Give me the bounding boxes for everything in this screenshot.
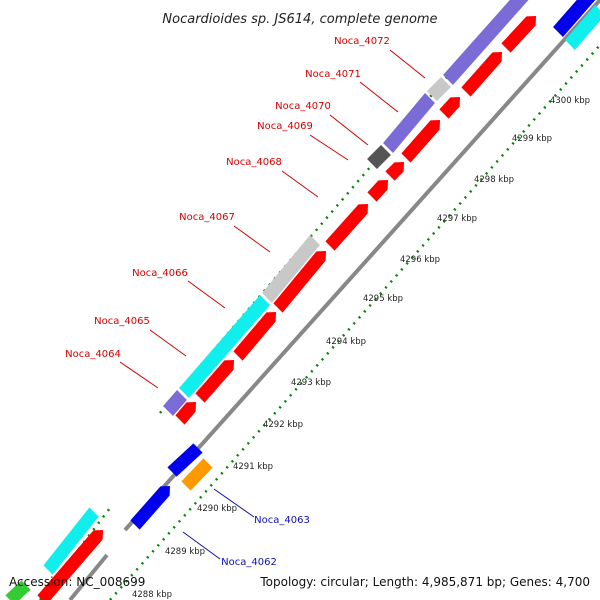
gene-red-arrow-5: [325, 204, 368, 251]
kbp-tick-label: 4299 kbp: [512, 134, 552, 144]
gene-label-noca-4066[interactable]: Noca_4066: [132, 268, 188, 279]
gene-label-noca-4069[interactable]: Noca_4069: [257, 121, 313, 132]
gene-noca-4071-bar: [383, 93, 435, 153]
gene-label-noca-4070[interactable]: Noca_4070: [275, 101, 331, 112]
kbp-tick-label: 4293 kbp: [291, 378, 331, 388]
kbp-tick-label: 4300 kbp: [550, 96, 590, 106]
gene-red-arrow-6: [367, 180, 388, 202]
gene-labels: Noca_4072 Noca_4071 Noca_4070 Noca_4069 Noca…: [65, 36, 390, 568]
leader-noca-4062: [182, 531, 221, 560]
kbp-tick-label: 4292 kbp: [263, 420, 303, 430]
backbone-line-lower: [68, 553, 109, 600]
gene-noca-4067-bar: [262, 235, 320, 303]
gene-noca-4070-bar: [367, 145, 391, 169]
gene-red-arrow-9: [439, 97, 460, 119]
kbp-tick-label: 4297 kbp: [437, 214, 477, 224]
gene-noca-4062-arrow: [130, 486, 170, 530]
leader-noca-4064: [119, 361, 159, 389]
gene-right-edge-blue-bar: [553, 0, 596, 37]
label-leaders: [119, 49, 426, 560]
genome-title: Nocardioides sp. JS614, complete genome: [162, 12, 437, 27]
gene-red-arrow-10: [461, 52, 502, 97]
kbp-tick-label: 4291 kbp: [233, 462, 273, 472]
leader-noca-4065: [149, 329, 187, 357]
gene-red-arrow-3: [233, 312, 276, 361]
accession-text: Accession: NC_008699: [9, 575, 145, 589]
kbp-tick-label: 4298 kbp: [474, 175, 514, 185]
gene-label-noca-4063[interactable]: Noca_4063: [254, 515, 310, 526]
kbp-tick-label: 4295 kbp: [363, 294, 403, 304]
gene-red-arrow-1: [175, 402, 196, 425]
gene-features: [5, 0, 600, 600]
gene-red-arrow-8: [401, 120, 440, 163]
backbone: [68, 0, 600, 600]
gene-lower-left-green-bar: [5, 580, 31, 600]
gene-red-arrow-2: [195, 360, 234, 403]
gene-label-noca-4072[interactable]: Noca_4072: [334, 36, 390, 47]
kbp-ticks: 4300 kbp 4299 kbp 4298 kbp 4297 kbp 4296 kbp…: [132, 96, 590, 600]
backbone-line: [123, 0, 600, 532]
gene-label-noca-4062[interactable]: Noca_4062: [221, 557, 277, 568]
leader-noca-4071: [359, 81, 399, 113]
leader-noca-4069: [309, 134, 349, 161]
leader-noca-4063: [213, 488, 255, 518]
gene-label-noca-4071[interactable]: Noca_4071: [305, 69, 361, 80]
gene-noca-4063-bar: [181, 458, 213, 491]
gene-label-noca-4065[interactable]: Noca_4065: [94, 316, 150, 327]
gene-red-arrow-4: [273, 251, 326, 313]
kbp-tick-label: 4296 kbp: [400, 255, 440, 265]
gene-blue-bar-upper: [167, 443, 203, 477]
gene-noca-4064-bar: [163, 390, 187, 416]
gene-right-edge-cyan-bar: [565, 5, 600, 50]
leader-noca-4072: [389, 49, 426, 79]
kbp-tick-label: 4289 kbp: [165, 547, 205, 557]
gene-label-noca-4064[interactable]: Noca_4064: [65, 349, 121, 360]
gene-label-noca-4067[interactable]: Noca_4067: [179, 212, 235, 223]
topology-text: Topology: circular; Length: 4,985,871 bp…: [259, 575, 590, 589]
kbp-tick-label: 4294 kbp: [326, 337, 366, 347]
leader-noca-4068: [281, 170, 319, 198]
gene-noca-4072-bar: [443, 0, 529, 85]
kbp-tick-label: 4288 kbp: [132, 590, 172, 600]
kbp-tick-label: 4290 kbp: [197, 504, 237, 514]
leader-noca-4070: [329, 114, 369, 146]
dotted-guide-inner: [109, 44, 600, 600]
dotted-guides: [39, 0, 600, 600]
leader-noca-4066: [187, 280, 226, 309]
gene-noca-4065-bar: [179, 295, 270, 398]
gene-lower-left-red-arrow: [37, 530, 103, 600]
gene-noca-4072-gray-bar: [427, 77, 451, 101]
gene-red-arrow-7: [385, 162, 404, 181]
leader-noca-4067: [233, 225, 271, 253]
gene-lower-left-cyan-bar: [43, 507, 99, 575]
gene-label-noca-4068[interactable]: Noca_4068: [226, 157, 282, 168]
gene-red-arrow-11: [501, 16, 536, 53]
